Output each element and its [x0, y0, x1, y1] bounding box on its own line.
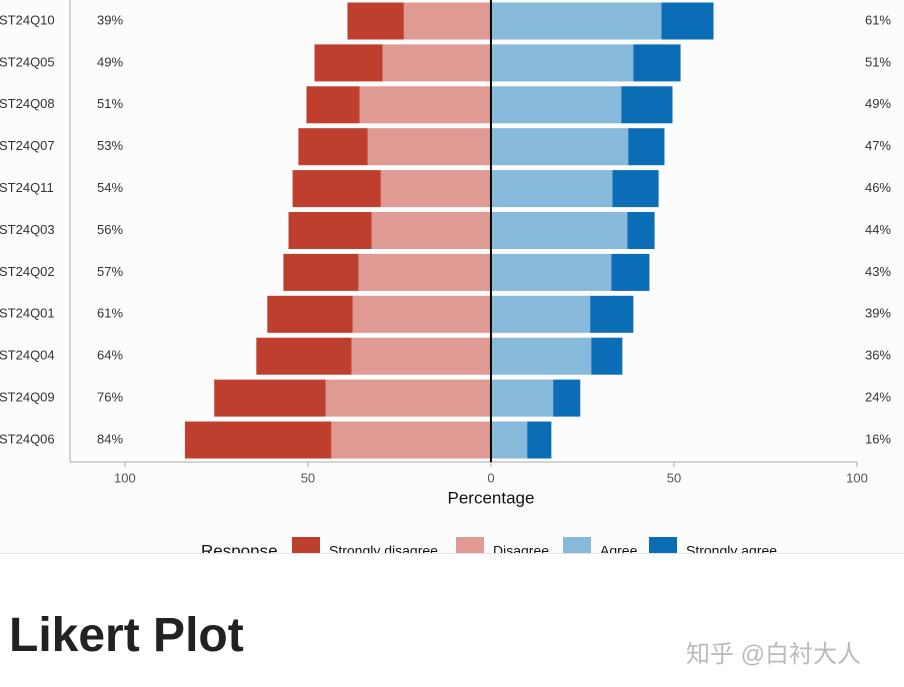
- left-total: 76%: [97, 390, 123, 405]
- x-tick-label: 0: [487, 470, 494, 485]
- bar-segment: [314, 44, 383, 82]
- legend-label: Strongly agree: [686, 543, 777, 554]
- legend-title: Response: [201, 541, 278, 554]
- bar-segment: [527, 421, 552, 459]
- bar-segment: [490, 44, 634, 82]
- y-tick-label: ST24Q05: [0, 54, 55, 69]
- y-tick-label: ST24Q09: [0, 390, 55, 405]
- bar-segment: [380, 170, 491, 208]
- bar-segment: [214, 379, 326, 417]
- legend-swatch: [456, 537, 484, 553]
- bar-segment: [298, 128, 368, 166]
- bar-segment: [490, 295, 591, 333]
- bar-segment: [628, 128, 665, 166]
- right-total: 16%: [865, 431, 891, 446]
- bar-segment: [490, 86, 622, 124]
- bar-segment: [403, 2, 491, 40]
- left-total: 84%: [97, 431, 123, 446]
- bar-segment: [553, 379, 581, 417]
- y-tick-label: ST24Q11: [0, 180, 54, 195]
- right-total: 43%: [865, 264, 891, 279]
- bar-segment: [351, 337, 491, 375]
- bar-segment: [633, 44, 681, 82]
- legend-swatch: [292, 537, 320, 553]
- bar-segment: [490, 128, 629, 166]
- watermark: 知乎 @白衬大人: [686, 641, 862, 668]
- y-tick-label: ST24Q01: [0, 306, 55, 321]
- y-tick-label: ST24Q10: [0, 12, 55, 27]
- right-total: 46%: [865, 180, 891, 195]
- bar-segment: [331, 421, 491, 459]
- bar-segment: [267, 295, 353, 333]
- bar-segment: [627, 212, 655, 249]
- bar-segment: [371, 212, 491, 249]
- bar-segment: [621, 86, 673, 124]
- left-total: 53%: [97, 138, 123, 153]
- right-total: 39%: [865, 306, 891, 321]
- left-total: 39%: [97, 12, 123, 27]
- left-total: 54%: [97, 180, 123, 195]
- left-total: 49%: [97, 54, 123, 69]
- bar-segment: [292, 170, 381, 208]
- bar-segment: [490, 170, 613, 208]
- bar-segment: [590, 295, 634, 333]
- right-total: 49%: [865, 96, 891, 111]
- bar-segment: [661, 2, 714, 40]
- bar-segment: [490, 212, 628, 249]
- bar-segment: [490, 337, 592, 375]
- left-total: 57%: [97, 264, 123, 279]
- bar-segment: [358, 253, 491, 291]
- legend-label: Strongly disagree: [329, 543, 438, 554]
- bar-segment: [306, 86, 360, 124]
- right-total: 47%: [865, 138, 891, 153]
- bar-segment: [352, 295, 491, 333]
- y-tick-label: ST24Q02: [0, 264, 55, 279]
- bar-segment: [283, 253, 359, 291]
- legend-label: Agree: [600, 543, 638, 554]
- x-axis-label: Percentage: [448, 488, 535, 507]
- bar-segment: [256, 337, 352, 375]
- x-tick-label: 100: [846, 470, 868, 485]
- y-tick-label: ST24Q06: [0, 431, 55, 446]
- bar-segment: [611, 253, 650, 291]
- right-total: 24%: [865, 390, 891, 405]
- bar-segment: [184, 421, 332, 459]
- right-total: 44%: [865, 222, 891, 237]
- left-total: 51%: [97, 96, 123, 111]
- left-total: 56%: [97, 222, 123, 237]
- left-total: 64%: [97, 348, 123, 363]
- right-total: 51%: [865, 54, 891, 69]
- bar-segment: [325, 379, 491, 417]
- right-total: 61%: [865, 12, 891, 27]
- y-tick-label: ST24Q04: [0, 348, 55, 363]
- x-tick-label: 100: [114, 470, 136, 485]
- bar-segment: [591, 337, 623, 375]
- page-title: Likert Plot: [9, 609, 244, 662]
- bar-segment: [612, 170, 659, 208]
- left-total: 61%: [97, 306, 123, 321]
- x-tick-label: 50: [301, 470, 315, 485]
- x-tick-label: 50: [667, 470, 681, 485]
- bar-segment: [490, 421, 528, 459]
- bar-segment: [382, 44, 491, 82]
- legend-swatch: [563, 537, 591, 553]
- legend-swatch: [649, 537, 677, 553]
- legend-label: Disagree: [493, 543, 549, 554]
- bar-segment: [490, 253, 612, 291]
- bar-segment: [490, 379, 554, 417]
- right-total: 36%: [865, 348, 891, 363]
- y-tick-label: ST24Q07: [0, 138, 55, 153]
- bar-segment: [367, 128, 491, 166]
- chart: Percentage Response 100 50 0 50 100 ST24Q10 39…: [0, 0, 904, 554]
- bar-segment: [288, 212, 372, 249]
- y-tick-label: ST24Q08: [0, 96, 55, 111]
- y-tick-label: ST24Q03: [0, 222, 55, 237]
- bar-segment: [490, 2, 662, 40]
- bar-segment: [359, 86, 491, 124]
- bar-segment: [347, 2, 404, 40]
